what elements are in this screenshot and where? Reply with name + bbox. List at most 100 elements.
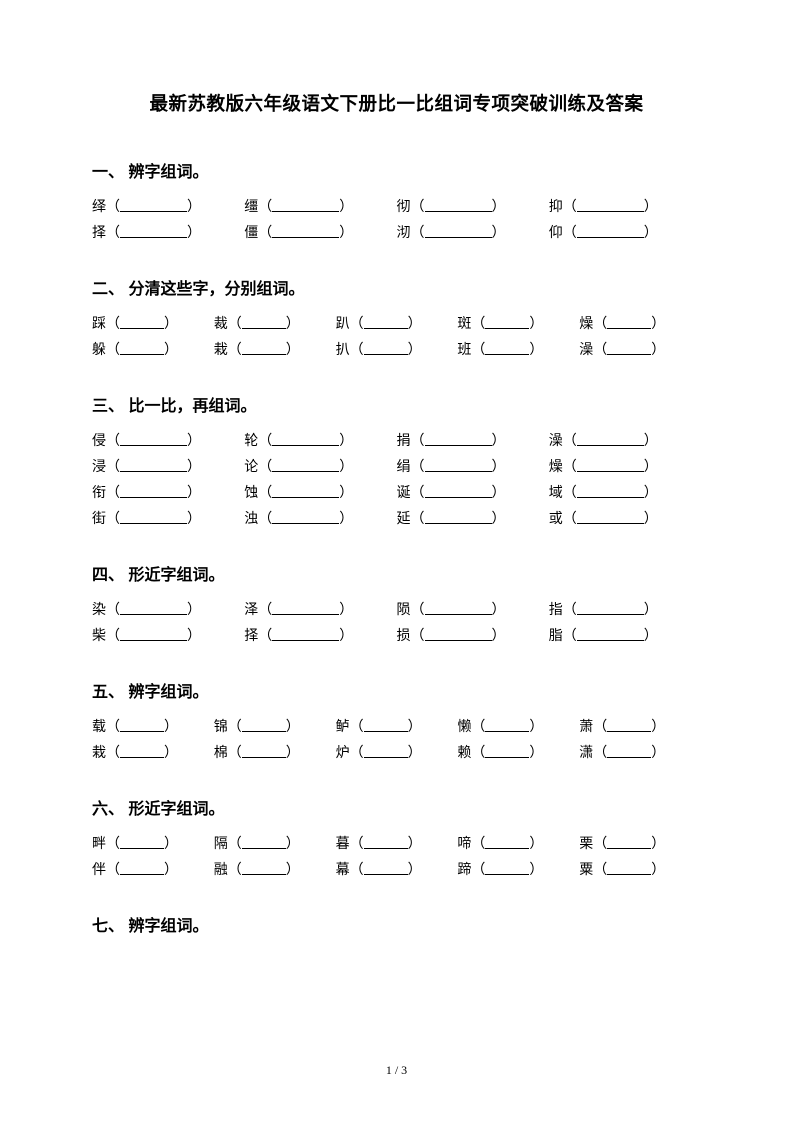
paren-open: （: [228, 832, 242, 858]
blank-line[interactable]: [120, 601, 187, 615]
exercise-cell: 载（）: [92, 715, 214, 741]
section: 五、 辨字组词。载（）锦（）鲈（）懒（）萧（）栽（）棉（）炉（）赖（）潇（）: [92, 678, 701, 767]
blank-line[interactable]: [485, 861, 529, 875]
blank-line[interactable]: [120, 224, 187, 238]
paren-open: （: [106, 715, 120, 741]
blank-line[interactable]: [120, 458, 187, 472]
paren-open: （: [471, 312, 485, 338]
paren-close: ）: [339, 481, 353, 507]
paren-close: ）: [187, 195, 201, 221]
blank-line[interactable]: [485, 835, 529, 849]
blank-line[interactable]: [607, 315, 651, 329]
character: 踩: [92, 312, 106, 338]
blank-line[interactable]: [364, 744, 408, 758]
paren-open: （: [411, 221, 425, 247]
exercise-cell: 浸（）: [92, 455, 244, 481]
paren-open: （: [228, 741, 242, 767]
blank-line[interactable]: [120, 432, 187, 446]
paren-open: （: [106, 221, 120, 247]
blank-line[interactable]: [272, 627, 339, 641]
blank-line[interactable]: [607, 341, 651, 355]
character: 论: [244, 455, 258, 481]
blank-line[interactable]: [120, 484, 187, 498]
paren-close: ）: [286, 741, 300, 767]
character: 炉: [336, 741, 350, 767]
paren-open: （: [228, 312, 242, 338]
blank-line[interactable]: [364, 315, 408, 329]
blank-line[interactable]: [242, 718, 286, 732]
section: 二、 分清这些字，分别组词。踩（）裁（）趴（）斑（）燥（）躲（）栽（）扒（）班（…: [92, 275, 701, 364]
blank-line[interactable]: [485, 315, 529, 329]
blank-line[interactable]: [577, 198, 644, 212]
paren-open: （: [258, 455, 272, 481]
blank-line[interactable]: [272, 458, 339, 472]
character: 侵: [92, 429, 106, 455]
blank-line[interactable]: [607, 835, 651, 849]
blank-line[interactable]: [120, 718, 164, 732]
blank-line[interactable]: [120, 341, 164, 355]
paren-open: （: [411, 481, 425, 507]
paren-close: ）: [651, 858, 665, 884]
paren-open: （: [563, 221, 577, 247]
blank-line[interactable]: [577, 484, 644, 498]
paren-close: ）: [492, 624, 506, 650]
blank-line[interactable]: [272, 224, 339, 238]
section: 四、 形近字组词。染（）泽（）陨（）指（）柴（）择（）损（）脂（）: [92, 561, 701, 650]
blank-line[interactable]: [577, 601, 644, 615]
blank-line[interactable]: [425, 484, 492, 498]
blank-line[interactable]: [425, 601, 492, 615]
blank-line[interactable]: [577, 627, 644, 641]
blank-line[interactable]: [120, 198, 187, 212]
blank-line[interactable]: [364, 341, 408, 355]
blank-line[interactable]: [577, 458, 644, 472]
blank-line[interactable]: [485, 718, 529, 732]
blank-line[interactable]: [120, 744, 164, 758]
exercise-row: 柴（）择（）损（）脂（）: [92, 624, 701, 650]
blank-line[interactable]: [120, 315, 164, 329]
paren-open: （: [411, 624, 425, 650]
blank-line[interactable]: [242, 835, 286, 849]
blank-line[interactable]: [364, 718, 408, 732]
blank-line[interactable]: [272, 510, 339, 524]
blank-line[interactable]: [485, 744, 529, 758]
blank-line[interactable]: [425, 510, 492, 524]
blank-line[interactable]: [577, 432, 644, 446]
blank-line[interactable]: [120, 835, 164, 849]
paren-close: ）: [187, 455, 201, 481]
blank-line[interactable]: [242, 861, 286, 875]
blank-line[interactable]: [242, 744, 286, 758]
blank-line[interactable]: [364, 861, 408, 875]
character: 棉: [214, 741, 228, 767]
blank-line[interactable]: [485, 341, 529, 355]
blank-line[interactable]: [272, 432, 339, 446]
blank-line[interactable]: [272, 198, 339, 212]
exercise-cell: 棉（ ）: [214, 741, 336, 767]
blank-line[interactable]: [425, 224, 492, 238]
blank-line[interactable]: [272, 484, 339, 498]
blank-line[interactable]: [425, 458, 492, 472]
blank-line[interactable]: [577, 510, 644, 524]
paren-open: （: [593, 715, 607, 741]
exercise-cell: 栗（）: [579, 832, 701, 858]
exercise-row: 街（）浊（）延（）或（）: [92, 507, 701, 533]
paren-close: ）: [644, 221, 658, 247]
blank-line[interactable]: [577, 224, 644, 238]
blank-line[interactable]: [607, 744, 651, 758]
blank-line[interactable]: [120, 861, 164, 875]
blank-line[interactable]: [607, 861, 651, 875]
blank-line[interactable]: [272, 601, 339, 615]
paren-close: ）: [187, 481, 201, 507]
blank-line[interactable]: [364, 835, 408, 849]
blank-line[interactable]: [242, 315, 286, 329]
character: 班: [457, 338, 471, 364]
paren-open: （: [471, 741, 485, 767]
blank-line[interactable]: [607, 718, 651, 732]
character: 损: [397, 624, 411, 650]
blank-line[interactable]: [425, 627, 492, 641]
blank-line[interactable]: [120, 510, 187, 524]
blank-line[interactable]: [242, 341, 286, 355]
blank-line[interactable]: [425, 432, 492, 446]
blank-line[interactable]: [425, 198, 492, 212]
character: 斑: [457, 312, 471, 338]
blank-line[interactable]: [120, 627, 187, 641]
